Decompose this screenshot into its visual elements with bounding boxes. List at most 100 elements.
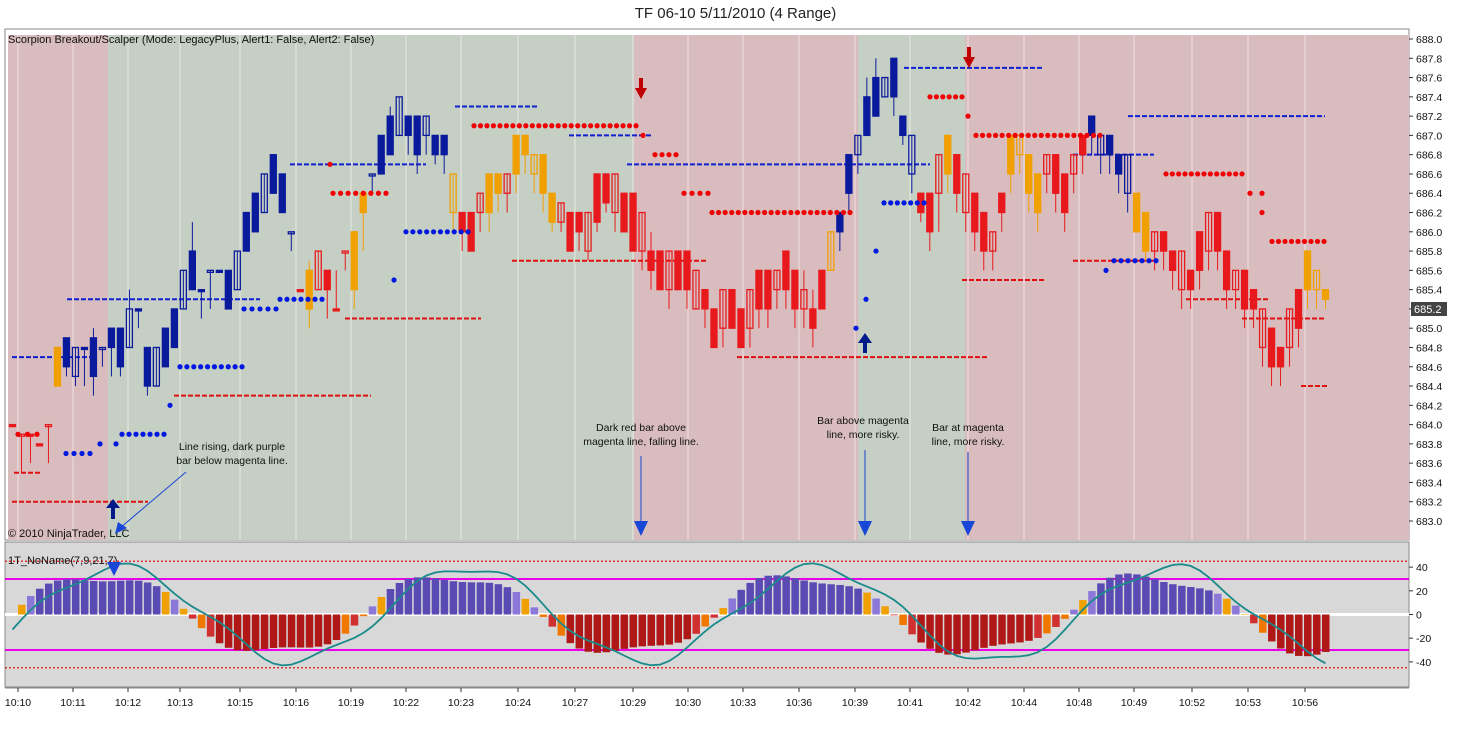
candle-body [692, 269, 700, 310]
osc-bar [314, 614, 323, 647]
stop-dot [211, 364, 218, 370]
osc-bar [305, 614, 314, 648]
stop-dot [1247, 190, 1253, 196]
osc-bar [53, 580, 62, 615]
osc-bar [656, 614, 665, 646]
candle-body [368, 173, 376, 177]
stop-dot [594, 123, 600, 129]
oscillator-plot[interactable] [5, 560, 1409, 669]
osc-bar [1223, 598, 1231, 615]
annotation-darkred: Dark red bar above magenta line, falling… [583, 422, 699, 536]
price-tick-label: 687.0 [1416, 130, 1442, 142]
candle-body [557, 202, 565, 223]
candle-body [404, 115, 412, 137]
stop-dot [999, 132, 1005, 138]
osc-bar [701, 614, 709, 627]
candle-body [926, 192, 934, 233]
candle-body [395, 96, 403, 137]
stop-dot [1025, 132, 1031, 138]
stop-dot [133, 431, 139, 437]
price-candles[interactable] [8, 57, 1330, 473]
price-tick-label: 683.8 [1416, 439, 1442, 451]
stop-dot [1259, 209, 1265, 216]
osc-bar [377, 597, 386, 615]
candle-body [773, 269, 781, 291]
candle-body [1258, 308, 1267, 349]
osc-tick-label: 0 [1416, 610, 1422, 622]
osc-bar [1304, 614, 1312, 657]
candle-body [251, 192, 259, 233]
osc-bar [179, 608, 188, 615]
stop-dot [613, 123, 620, 129]
stop-dot [1071, 132, 1077, 138]
osc-bar [692, 614, 700, 634]
stop-dot [775, 209, 781, 216]
candle-body [386, 115, 394, 156]
candle-body [971, 192, 979, 233]
last-price-label: 685.2 [1414, 304, 1442, 316]
osc-bar [1124, 573, 1132, 615]
stop-dot [147, 431, 153, 437]
stop-dot [986, 132, 992, 138]
stop-dot [353, 190, 359, 196]
osc-bar [629, 614, 638, 648]
candle-body [593, 173, 601, 223]
candle-body [71, 346, 80, 378]
time-tick-label: 10:24 [505, 697, 531, 709]
stop-dot [1125, 258, 1131, 264]
candle-body [1276, 346, 1285, 368]
candle-body [719, 288, 727, 329]
stop-dot [914, 200, 920, 206]
trend-region [858, 35, 965, 540]
osc-bar [710, 614, 718, 618]
stop-dot [484, 123, 490, 129]
candle-body [620, 192, 628, 233]
osc-bar [287, 614, 296, 648]
osc-bar [773, 575, 781, 615]
candle-body [35, 443, 44, 447]
stop-dot [1019, 132, 1025, 138]
osc-bar [161, 591, 170, 615]
candle-body [350, 231, 358, 291]
osc-bar [575, 614, 584, 649]
osc-bar [998, 614, 1006, 645]
time-tick-label: 10:53 [1235, 697, 1261, 709]
stop-dot [1006, 132, 1012, 138]
candle-body [215, 269, 223, 274]
window-title: TF 06-10 5/11/2010 (4 Range) [634, 5, 837, 22]
trend-region [8, 35, 108, 540]
oscillator-label: 1T_NoName(7,9,21,7) [8, 555, 117, 567]
candle-body [44, 423, 53, 428]
osc-bar [737, 589, 745, 615]
osc-bar [1214, 593, 1222, 615]
trailing-stop-dots [15, 94, 1327, 457]
stop-dot [652, 152, 658, 158]
osc-bar [1025, 614, 1033, 641]
stop-dot [940, 94, 946, 100]
stop-dot [568, 123, 574, 129]
osc-tick-label: 40 [1416, 562, 1428, 574]
time-tick-label: 10:49 [1121, 697, 1147, 709]
osc-bar [1187, 587, 1195, 615]
osc-bar [1142, 576, 1150, 615]
stop-dot [607, 123, 613, 129]
osc-bar [845, 586, 853, 615]
stop-dot [659, 152, 665, 158]
stop-dot [933, 94, 940, 100]
price-tick-label: 687.4 [1416, 92, 1442, 104]
candle-body [1213, 211, 1222, 252]
stop-dot [119, 431, 125, 437]
stop-dot [140, 431, 146, 437]
stop-dot [921, 200, 927, 206]
stop-dot [249, 306, 255, 312]
stop-dot [375, 190, 382, 196]
stop-dot [198, 364, 204, 370]
price-tick-label: 686.4 [1416, 188, 1442, 200]
candle-body [62, 337, 71, 368]
stop-dot [1233, 171, 1239, 177]
candle-body [413, 115, 421, 156]
candle-body [287, 231, 295, 235]
stop-dot [239, 364, 245, 370]
osc-bar [872, 598, 880, 615]
